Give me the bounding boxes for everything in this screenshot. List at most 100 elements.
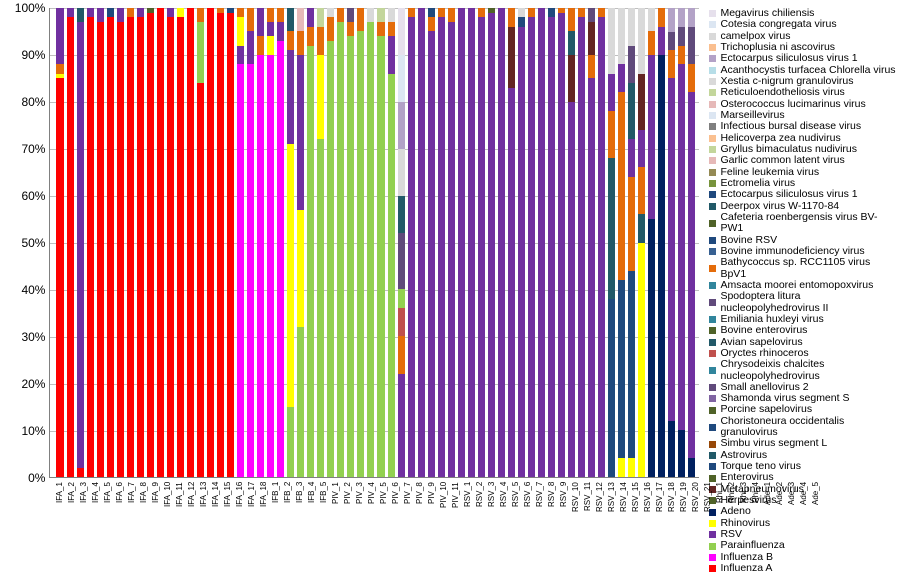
bar [598,8,605,477]
legend-swatch [709,112,716,119]
x-tick-label: IFB_1 [271,482,280,552]
bar [528,8,535,477]
bar-segment [367,8,374,22]
bar [548,8,555,477]
legend-swatch [709,554,716,561]
bar [107,8,114,477]
bar-segment [327,17,334,40]
bar-segment [638,8,645,74]
bar-segment [347,36,354,477]
x-tick-label: IFB_4 [307,482,316,552]
bar-segment [347,22,354,36]
bar-segment [197,8,204,22]
legend-swatch [709,33,716,40]
bar-segment [177,17,184,477]
bar-segment [668,32,675,51]
bar-segment [297,210,304,327]
bar-segment [307,46,314,477]
bar-segment [568,8,575,31]
x-tick-label: IFA_10 [163,482,172,552]
bar [668,8,675,477]
x-tick-label: IFA_4 [91,482,100,552]
x-tick-label: RSV_16 [643,482,652,552]
x-tick-label: Rhi_4 [751,482,760,552]
bar [277,8,284,477]
bar-segment [167,17,174,477]
bar [678,8,685,477]
bar [418,8,425,477]
bar-segment [668,50,675,78]
bar [207,8,214,477]
bar-segment [468,8,475,477]
bar [237,8,244,477]
y-tick-label: 50% [5,236,45,250]
legend-item: Bovine enterovirus [709,325,897,336]
bar [327,8,334,477]
bar-segment [97,8,104,22]
bar-segment [257,8,264,36]
bar [197,8,204,477]
legend-swatch [709,55,716,62]
x-tick-label: PIV_6 [391,482,400,552]
legend-swatch [709,89,716,96]
bar [588,8,595,477]
legend-swatch [709,180,716,187]
bar-segment [548,17,555,477]
legend-swatch [709,339,716,346]
bar-segment [678,8,685,27]
bar-segment [638,74,645,130]
legend-item: Spodoptera litura nucleopolyhedrovirus I… [709,291,897,314]
bar-segment [398,374,405,477]
bar-segment [187,8,194,477]
bar [618,8,625,477]
legend-swatch [709,10,716,17]
x-tick-label: RSV_1 [463,482,472,552]
legend-label: Ectocarpus siliculosus virus 1 [720,189,857,200]
bars-container [56,8,695,477]
bar-segment [167,8,174,17]
bar-segment [618,64,625,92]
legend-item: Cafeteria roenbergensis virus BV-PW1 [709,212,897,235]
bar [56,8,63,477]
legend-label: Bathycoccus sp. RCC1105 virus BpV1 [720,257,897,280]
bar-segment [147,13,154,477]
x-tick-label: IFA_17 [247,482,256,552]
bar-segment [247,64,254,477]
bar-segment [77,468,84,477]
bar-segment [438,17,445,477]
bar-segment [568,31,575,54]
x-tick-label: IFA_1 [55,482,64,552]
bar-segment [56,78,63,477]
bar [628,8,635,477]
bar-segment [668,78,675,420]
legend-item: Influenza A [709,563,897,574]
bar-segment [608,8,615,74]
bar-segment [56,64,63,73]
legend-swatch [709,282,716,289]
x-tick-label: RSV_19 [679,482,688,552]
bar-segment [688,458,695,477]
bar-segment [317,139,324,477]
bar [177,8,184,477]
bar-segment [398,233,405,289]
x-tick-label: PIV_10 [439,482,448,552]
x-tick-label: PIV_3 [355,482,364,552]
bar-segment [56,8,63,64]
bar-segment [578,8,585,17]
bar-segment [428,31,435,477]
x-tick-label: RSV_2 [475,482,484,552]
x-tick-label: IFA_5 [103,482,112,552]
bar [458,8,465,477]
x-tick-label: Rhi_1 [715,482,724,552]
bar-segment [408,17,415,477]
bar-segment [207,8,214,477]
x-tick-label: RSV_9 [559,482,568,552]
bar-segment [648,31,655,54]
bar-segment [247,31,254,64]
bar-segment [668,8,675,31]
bar-segment [287,50,294,144]
bar [688,8,695,477]
legend-swatch [709,395,716,402]
legend-swatch [709,248,716,255]
bar-segment [548,8,555,17]
